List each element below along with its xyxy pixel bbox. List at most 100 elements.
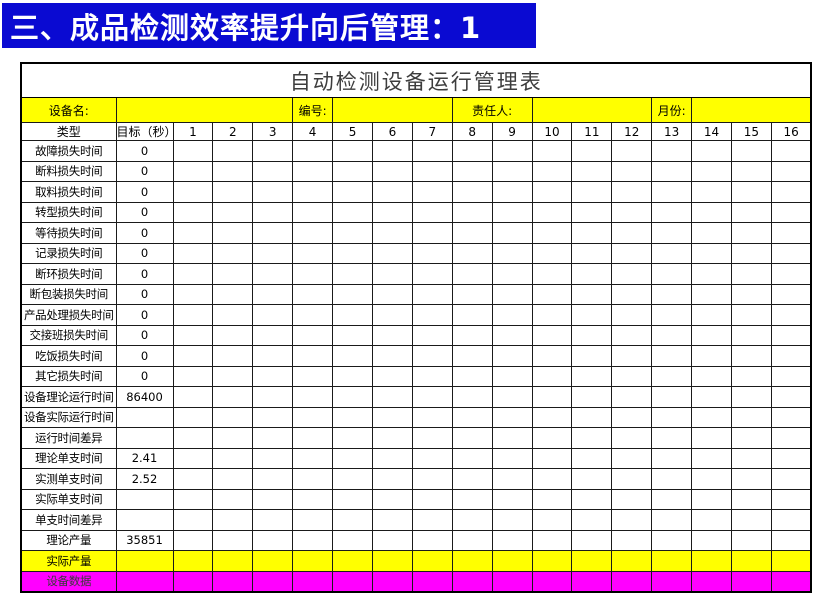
- day-cell: [252, 447, 294, 469]
- day-cell: [411, 550, 453, 572]
- target-value: 0: [115, 324, 174, 346]
- day-cell: [332, 365, 373, 387]
- day-cell: [730, 427, 772, 449]
- day-cell: [691, 242, 732, 264]
- day-cell: [651, 201, 693, 223]
- table-row: 等待损失时间 0: [20, 222, 812, 244]
- day-cell: [770, 181, 812, 203]
- day-cell: [651, 222, 693, 244]
- table-row: 设备实际运行时间: [20, 406, 812, 428]
- day-cell: [212, 263, 254, 285]
- day-cell: [730, 365, 772, 387]
- day-cell: [770, 160, 812, 182]
- day-cell: [730, 263, 772, 285]
- device-name-label: 设备名:: [20, 97, 117, 123]
- row-label: 吃饭损失时间: [20, 345, 117, 367]
- target-value: [115, 570, 174, 593]
- target-value: 0: [115, 283, 174, 305]
- day-cell: [451, 283, 493, 305]
- day-cell: [292, 201, 334, 223]
- day-cell: [212, 386, 254, 408]
- day-cell: [571, 570, 613, 593]
- day-cell: [252, 324, 294, 346]
- day-cell: [611, 529, 653, 551]
- day-cell: [371, 529, 413, 551]
- day-cell: [172, 201, 214, 223]
- day-cell: [491, 427, 533, 449]
- day-cell: [770, 324, 812, 346]
- day-cell: [212, 447, 254, 469]
- day-cell: [531, 427, 573, 449]
- day-cell: [730, 140, 772, 162]
- target-value: 0: [115, 242, 174, 264]
- day-cell: [730, 201, 772, 223]
- day-cell: [332, 283, 373, 305]
- day-cell: [212, 529, 254, 551]
- day-cell: [770, 386, 812, 408]
- day-cell: [531, 550, 573, 572]
- day-cell: [730, 283, 772, 305]
- day-cell: [571, 242, 613, 264]
- day-cell: [212, 509, 254, 531]
- day-cell: [371, 488, 413, 510]
- day-cell: [491, 570, 533, 593]
- row-label: 转型损失时间: [20, 201, 117, 223]
- day-cell: [730, 324, 772, 346]
- target-value: 0: [115, 160, 174, 182]
- day-cell: [172, 263, 214, 285]
- row-label: 产品处理损失时间: [20, 304, 117, 326]
- day-cell: [491, 550, 533, 572]
- day-cell: [172, 529, 214, 551]
- day-cell: [611, 201, 653, 223]
- day-cell: [252, 570, 294, 593]
- day-cell: [491, 201, 533, 223]
- table-row: 设备理论运行时间 86400: [20, 386, 812, 408]
- day-cell: [451, 140, 493, 162]
- day-column-header: 1: [172, 122, 214, 141]
- day-cell: [651, 365, 693, 387]
- row-label: 实测单支时间: [20, 468, 117, 490]
- day-cell: [491, 529, 533, 551]
- slide-title-banner: 三、成品检测效率提升向后管理：1: [2, 3, 536, 48]
- day-cell: [252, 304, 294, 326]
- day-cell: [651, 509, 693, 531]
- day-cell: [691, 427, 732, 449]
- day-cell: [292, 283, 334, 305]
- day-cell: [770, 447, 812, 469]
- day-cell: [451, 406, 493, 428]
- day-cell: [371, 140, 413, 162]
- day-cell: [691, 201, 732, 223]
- day-cell: [651, 529, 693, 551]
- management-table-container: 自动检测设备运行管理表 设备名: 编号: 责任人: 月份: 类型 目标（秒） 1…: [20, 62, 813, 593]
- day-cell: [252, 283, 294, 305]
- target-value: 0: [115, 222, 174, 244]
- day-cell: [770, 222, 812, 244]
- table-row: 取料损失时间 0: [20, 181, 812, 203]
- day-cell: [730, 222, 772, 244]
- day-column-header: 13: [651, 122, 693, 141]
- day-cell: [611, 181, 653, 203]
- day-cell: [172, 304, 214, 326]
- row-label: 故障损失时间: [20, 140, 117, 162]
- day-cell: [571, 222, 613, 244]
- day-cell: [371, 406, 413, 428]
- day-cell: [252, 263, 294, 285]
- day-cell: [571, 386, 613, 408]
- day-cell: [691, 283, 732, 305]
- day-cell: [451, 160, 493, 182]
- row-label: 其它损失时间: [20, 365, 117, 387]
- table-row: 运行时间差异: [20, 427, 812, 449]
- day-column-header: 3: [252, 122, 294, 141]
- day-cell: [651, 468, 693, 490]
- day-cell: [531, 304, 573, 326]
- day-cell: [411, 242, 453, 264]
- day-cell: [371, 570, 413, 593]
- table-row: 理论产量 35851: [20, 529, 812, 551]
- target-value: [115, 406, 174, 428]
- day-cell: [332, 447, 373, 469]
- target-value: 0: [115, 201, 174, 223]
- day-cell: [730, 488, 772, 510]
- day-cell: [371, 468, 413, 490]
- day-cell: [332, 345, 373, 367]
- day-cell: [611, 427, 653, 449]
